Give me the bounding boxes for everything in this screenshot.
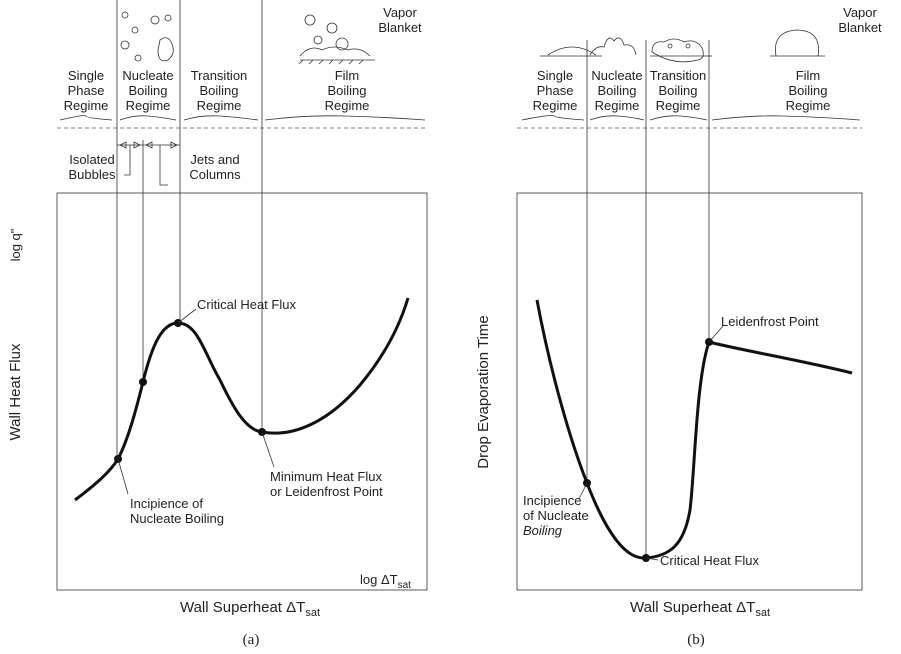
brace xyxy=(59,115,426,121)
leader-line xyxy=(578,325,724,561)
annotation: Leidenfrost Point xyxy=(721,314,819,329)
annotation: Critical Heat Flux xyxy=(660,553,759,568)
drop-sketch xyxy=(540,29,825,63)
label-line: Minimum Heat Flux xyxy=(270,469,382,484)
brace xyxy=(521,115,861,121)
label-line: Nucleate xyxy=(122,68,173,83)
x-axis-end-main: log ΔT xyxy=(360,572,398,587)
y-axis-top: log q" xyxy=(8,228,23,261)
label-line: Nucleate xyxy=(591,68,642,83)
label-line: Boiling xyxy=(597,83,636,98)
label-line: Phase xyxy=(537,83,574,98)
label-line: Boiling xyxy=(128,83,167,98)
label-line: Phase xyxy=(68,83,105,98)
label-line: Boiling xyxy=(523,523,563,538)
label-line: Boiling xyxy=(327,83,366,98)
multiline-labels: SinglePhaseRegimeNucleateBoilingRegimeTr… xyxy=(64,5,882,538)
caption: (a) xyxy=(243,632,260,648)
annotation: Critical Heat Flux xyxy=(197,297,296,312)
label-line: Regime xyxy=(126,98,171,113)
label-line: Single xyxy=(537,68,573,83)
label-line: or Leidenfrost Point xyxy=(270,484,383,499)
x-axis-label: Wall Superheat ΔTsat xyxy=(630,599,770,619)
x-axis-end-sub: sat xyxy=(398,580,412,591)
boiling-curve xyxy=(74,297,410,502)
label-line: Nucleate Boiling xyxy=(130,511,224,526)
x-axis-label-sub: sat xyxy=(755,607,770,619)
evaporation-curve xyxy=(535,299,853,560)
x-axis-label: Wall Superheat ΔTsat xyxy=(180,599,320,619)
leader-line xyxy=(117,308,275,495)
label-line: Incipience xyxy=(523,493,582,508)
label-line: Single xyxy=(68,68,104,83)
plot-frame xyxy=(56,192,428,591)
x-axis-label-main: Wall Superheat ΔT xyxy=(630,599,755,616)
label-line: Regime xyxy=(325,98,370,113)
bubble-sketch xyxy=(120,11,375,65)
label-line: Transition xyxy=(191,68,248,83)
label-line: Film xyxy=(796,68,821,83)
label-line: Boiling xyxy=(658,83,697,98)
x-axis-end: log ΔTsat xyxy=(360,572,411,591)
label-line: Regime xyxy=(656,98,701,113)
y-axis-label: Wall Heat Flux xyxy=(7,343,24,440)
label-line: Boiling xyxy=(199,83,238,98)
label-line: Vapor xyxy=(383,5,417,20)
label-line: Transition xyxy=(650,68,707,83)
bubble-range-arrows xyxy=(117,141,180,186)
caption: (b) xyxy=(687,632,705,648)
label-line: Boiling xyxy=(788,83,827,98)
label-line: Incipience of xyxy=(130,496,203,511)
label-line: Vapor xyxy=(843,5,877,20)
y-axis-label: Drop Evaporation Time xyxy=(475,315,492,468)
label-line: Isolated xyxy=(69,152,115,167)
label-line: Regime xyxy=(595,98,640,113)
label-line: Columns xyxy=(189,167,241,182)
x-axis-label-sub: sat xyxy=(305,607,320,619)
plot-frame xyxy=(516,192,863,591)
label-line: Film xyxy=(335,68,360,83)
label-line: Regime xyxy=(197,98,242,113)
label-line: Regime xyxy=(533,98,578,113)
curve-point xyxy=(114,319,266,463)
label-line: Regime xyxy=(64,98,109,113)
label-line: Bubbles xyxy=(69,167,116,182)
x-axis-label-main: Wall Superheat ΔT xyxy=(180,599,305,616)
label-line: Blanket xyxy=(838,20,882,35)
label-line: Blanket xyxy=(378,20,422,35)
label-line: of Nucleate xyxy=(523,508,589,523)
label-line: Regime xyxy=(786,98,831,113)
label-line: Jets and xyxy=(190,152,239,167)
